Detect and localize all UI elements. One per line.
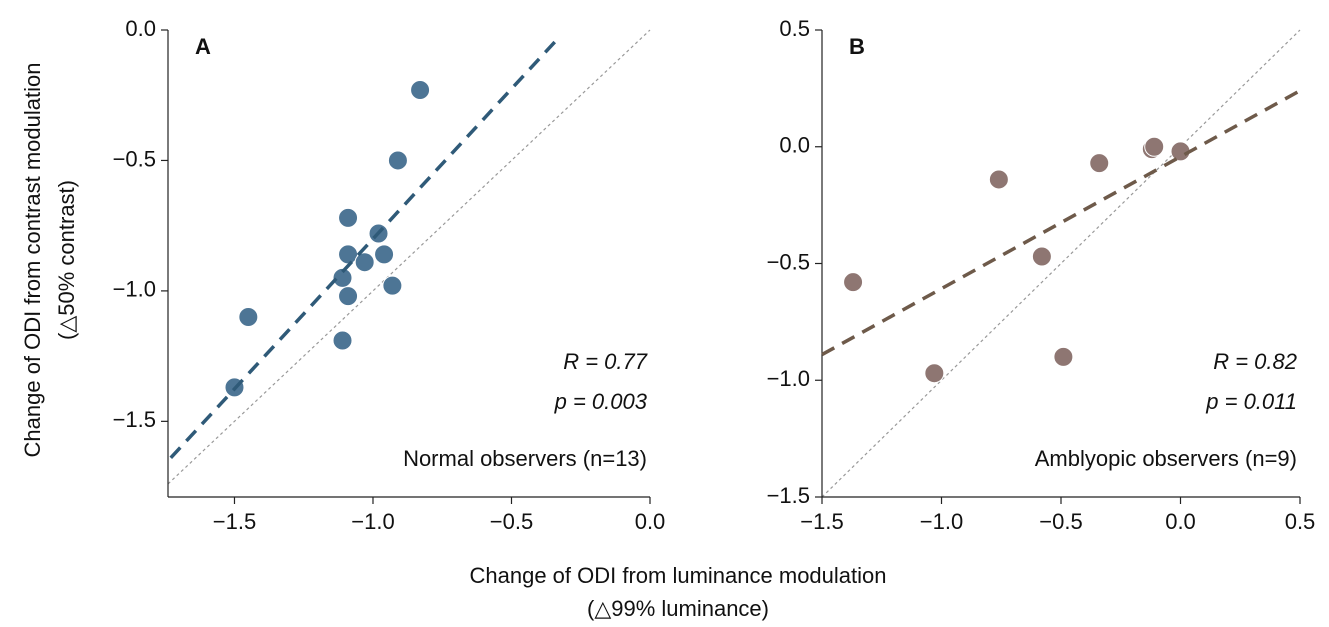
data-point [374,244,395,265]
x-tick-label: −0.5 [1039,509,1082,534]
stat-annotation: p = 0.003 [554,389,648,414]
data-point [1031,246,1052,267]
data-point [988,169,1009,190]
data-point [387,150,408,171]
y-axis-label: (△50% contrast) [54,180,79,340]
x-tick-label: −1.0 [351,509,394,534]
data-point [843,272,864,293]
x-tick-label: 0.5 [1285,509,1316,534]
data-point [410,80,431,101]
x-axis-label: (△99% luminance) [587,596,769,621]
y-tick-label: −1.0 [113,277,156,302]
data-point [382,275,403,296]
data-point [338,207,359,228]
data-point [332,267,353,288]
x-tick-label: 0.0 [635,509,666,534]
fit-line [169,36,560,460]
group-note: Amblyopic observers (n=9) [1035,446,1297,471]
stat-annotation: R = 0.77 [563,349,648,374]
data-point [238,306,259,327]
x-axis-label: Change of ODI from luminance modulation [470,563,887,588]
data-point [338,286,359,307]
identity-line [821,29,1301,498]
x-tick-label: −1.5 [800,509,843,534]
stat-annotation: R = 0.82 [1213,349,1297,374]
y-tick-label: −0.5 [113,146,156,171]
x-tick-label: −1.5 [213,509,256,534]
y-tick-label: 0.5 [779,16,810,41]
y-tick-label: −1.0 [767,366,810,391]
data-point [1144,136,1165,157]
fit-line [821,89,1301,357]
group-note: Normal observers (n=13) [403,446,647,471]
y-tick-label: −0.5 [767,249,810,274]
stat-annotation: p = 0.011 [1205,389,1297,414]
y-tick-label: 0.0 [125,16,156,41]
x-tick-label: −0.5 [490,509,533,534]
data-point [338,244,359,265]
y-tick-label: 0.0 [779,133,810,158]
panel-label: A [195,34,211,59]
data-point [354,252,375,273]
data-point [924,363,945,384]
data-point [1089,153,1110,174]
data-point [1053,346,1074,367]
x-tick-label: −1.0 [920,509,963,534]
data-point [332,330,353,351]
y-axis-label: Change of ODI from contrast modulation [20,63,45,458]
y-tick-label: −1.5 [113,407,156,432]
y-tick-label: −1.5 [767,483,810,508]
panel-label: B [849,34,865,59]
x-tick-label: 0.0 [1165,509,1196,534]
identity-line [167,29,651,485]
